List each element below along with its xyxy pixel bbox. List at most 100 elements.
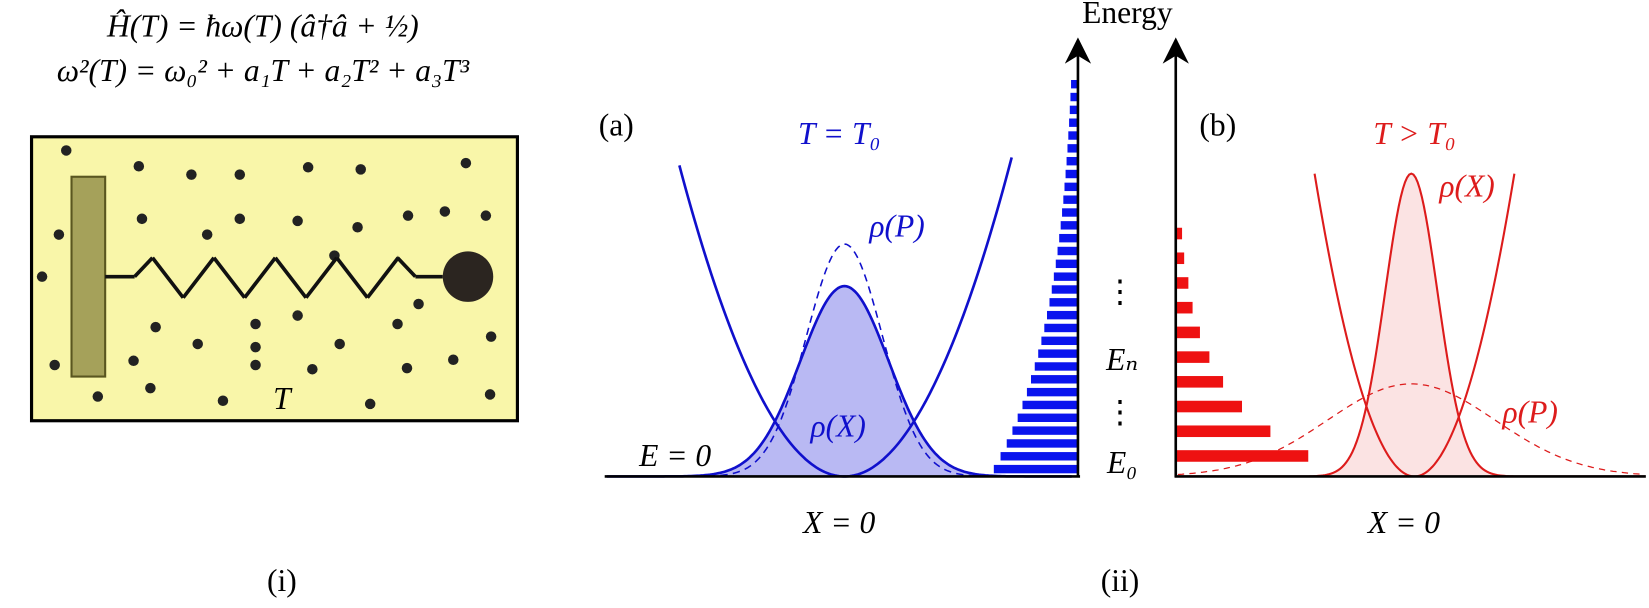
energy-label: Energy [1082, 0, 1173, 30]
spring-segment [304, 256, 339, 299]
level-population [1066, 156, 1078, 166]
particle [128, 355, 139, 367]
level-population [1062, 208, 1078, 217]
particle [352, 221, 363, 233]
level-population [1059, 233, 1078, 243]
level-population [1067, 144, 1078, 153]
particle [448, 354, 459, 365]
rho-x-b: ρ(X) [1438, 169, 1494, 204]
spring-segment [365, 256, 400, 299]
particle [364, 398, 376, 410]
level-population [1031, 375, 1078, 384]
level-population [1034, 362, 1078, 371]
spring-segment [212, 256, 247, 299]
particle [292, 310, 303, 321]
level-population [1175, 376, 1224, 388]
particle [402, 210, 414, 221]
particle [49, 359, 60, 371]
level-population [1017, 413, 1078, 422]
hamiltonian: Ĥ(T) = ħω(T) (â†â + ½) [106, 9, 419, 44]
level-population [1069, 118, 1078, 127]
rho-p-b: ρ(P) [1501, 395, 1557, 430]
particle [439, 206, 451, 217]
panel-label: (i) [267, 563, 297, 598]
spring-segment [243, 256, 277, 299]
origin-b: X = 0 [1366, 505, 1440, 540]
mass [442, 251, 494, 302]
rho-p-curve [1177, 383, 1645, 476]
level-en: Eₙ [1105, 342, 1138, 377]
panel-b-label: (b) [1199, 108, 1236, 143]
level-population [1065, 169, 1078, 179]
level-population [1057, 246, 1078, 256]
level-population [1175, 450, 1309, 462]
particle [186, 169, 197, 180]
wall [70, 175, 107, 378]
particle [60, 145, 72, 156]
particle [392, 318, 403, 330]
level-population [1060, 221, 1078, 230]
particle [484, 389, 496, 400]
level-population [1070, 92, 1078, 102]
level-population [1041, 336, 1078, 346]
level-population [1055, 259, 1078, 269]
spring-segment [133, 256, 154, 278]
particle [133, 160, 145, 172]
rho-x-fill [1177, 173, 1646, 477]
level-population [1069, 105, 1078, 115]
particle [250, 359, 261, 371]
panel-a-label: (a) [599, 108, 634, 143]
level-population [993, 464, 1078, 474]
level-population [1022, 400, 1078, 410]
level-population [1071, 79, 1078, 89]
particle [92, 391, 104, 402]
particle [192, 338, 203, 350]
level-population [1175, 227, 1183, 240]
level-population [1064, 182, 1078, 192]
level-population [1175, 277, 1189, 289]
level-population [1175, 425, 1271, 438]
dots: ⋮ [1104, 395, 1136, 430]
level-population [1175, 400, 1243, 413]
frequency-equation: ω²(T) = ω₀² + a₁T + a₂T² + a₃T³ [57, 53, 470, 88]
level-population [1175, 351, 1210, 363]
level-population [1175, 252, 1185, 265]
particle [485, 331, 497, 342]
particle [136, 213, 148, 225]
rho-x-fill [606, 286, 1073, 477]
level-population [1051, 285, 1078, 294]
spring-segment [396, 256, 417, 278]
zero-energy: E = 0 [638, 438, 711, 473]
particle [302, 162, 314, 173]
particle [36, 271, 48, 282]
rho-x-a: ρ(X) [809, 408, 865, 443]
particle [250, 341, 261, 353]
spring-segment [273, 256, 308, 299]
particle [307, 363, 318, 375]
particle [217, 395, 229, 407]
spring-segment [181, 256, 216, 299]
particle [250, 318, 261, 330]
particle [150, 321, 161, 333]
particle [355, 164, 366, 175]
spring [105, 255, 443, 299]
panel-label: (ii) [1101, 563, 1140, 598]
condition-a: T = T₀ [798, 116, 881, 151]
level-population [1175, 326, 1200, 339]
panel-b [1175, 172, 1646, 478]
level-population [1049, 298, 1078, 307]
spring-segment [335, 256, 369, 299]
level-population [1044, 323, 1078, 333]
origin-a: X = 0 [801, 505, 875, 540]
temperature-label: T [273, 381, 293, 416]
particle [460, 157, 472, 169]
dots: ⋮ [1104, 274, 1136, 309]
level-population [1175, 301, 1193, 314]
level-population [1068, 131, 1078, 140]
level-population [1053, 272, 1078, 281]
level-population [1046, 310, 1078, 320]
particle [234, 169, 246, 180]
particle [234, 213, 246, 225]
